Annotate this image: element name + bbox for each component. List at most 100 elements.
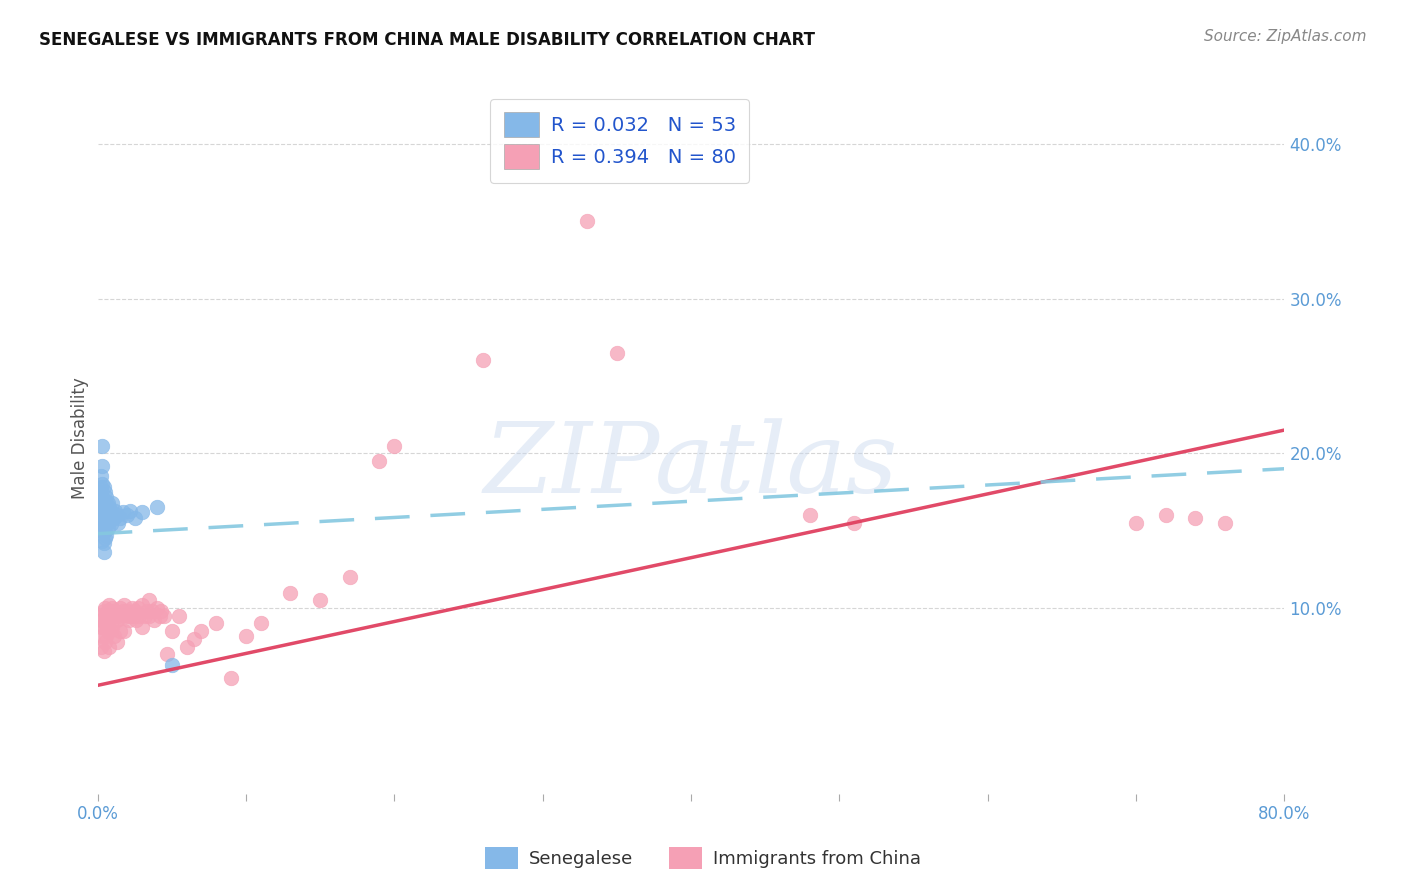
Point (97, 624, 120, 639)
Point (93, 545, 115, 559)
Point (107, 516, 129, 530)
Point (96, 608, 118, 623)
Point (96, 629, 118, 643)
Point (94, 616, 117, 631)
Point (101, 601, 124, 615)
Point (98, 514, 121, 528)
Point (96, 516, 118, 530)
Point (124, 604, 146, 618)
Point (94, 601, 117, 615)
Point (249, 616, 271, 631)
Point (120, 503, 142, 517)
Point (107, 608, 129, 623)
Point (97, 496, 120, 510)
Point (122, 608, 145, 623)
Point (90, 492, 112, 507)
Point (112, 598, 135, 612)
Point (125, 613, 148, 627)
Point (131, 619, 153, 633)
Point (118, 613, 141, 627)
Point (91, 613, 114, 627)
Point (1213, 516, 1236, 530)
Point (91, 524, 114, 538)
Point (1154, 508, 1177, 523)
Point (382, 438, 405, 452)
Point (93, 514, 115, 528)
Point (606, 345, 628, 359)
Point (93, 480, 115, 494)
Point (98, 598, 121, 612)
Point (93, 619, 115, 633)
Point (114, 608, 136, 623)
Point (96, 528, 118, 542)
Point (134, 608, 156, 623)
Point (97, 520, 120, 534)
Point (117, 604, 139, 618)
Point (94, 532, 117, 546)
Point (93, 536, 115, 550)
Point (111, 604, 134, 618)
Text: Source: ZipAtlas.com: Source: ZipAtlas.com (1204, 29, 1367, 44)
Point (96, 503, 118, 517)
Point (149, 608, 172, 623)
Point (472, 353, 495, 368)
Point (105, 613, 128, 627)
Point (167, 608, 190, 623)
Point (150, 604, 173, 618)
Point (1184, 511, 1206, 525)
Point (98, 613, 121, 627)
Point (90, 619, 112, 633)
Point (103, 629, 125, 643)
Point (280, 585, 302, 599)
Point (93, 503, 115, 517)
Point (128, 608, 150, 623)
Point (104, 604, 127, 618)
Text: ZIPatlas: ZIPatlas (484, 418, 898, 514)
Point (219, 671, 242, 685)
Point (94, 635, 117, 649)
Point (94, 520, 117, 534)
Point (153, 608, 176, 623)
Point (110, 608, 132, 623)
Point (108, 624, 131, 639)
Point (93, 604, 115, 618)
Point (121, 601, 143, 615)
Point (96, 490, 118, 504)
Point (101, 496, 124, 510)
Point (91, 629, 114, 643)
Point (160, 658, 183, 673)
Point (156, 648, 179, 662)
Y-axis label: Male Disability: Male Disability (72, 377, 89, 499)
Point (87, 500, 110, 515)
Point (90, 516, 112, 530)
Point (90, 505, 112, 519)
Point (105, 508, 128, 523)
Point (100, 623, 122, 637)
Point (112, 624, 135, 639)
Point (93, 492, 115, 507)
Point (160, 624, 183, 639)
Point (90, 469, 112, 483)
Point (131, 505, 153, 519)
Point (799, 508, 821, 523)
Point (105, 635, 128, 649)
Point (87, 485, 110, 500)
Point (120, 608, 142, 623)
Point (138, 593, 160, 607)
Point (100, 604, 122, 618)
Point (91, 477, 114, 491)
Point (98, 640, 121, 654)
Point (101, 508, 124, 523)
Point (142, 613, 165, 627)
Point (205, 616, 228, 631)
Point (100, 517, 122, 532)
Point (100, 505, 122, 519)
Legend: R = 0.032   N = 53, R = 0.394   N = 80: R = 0.032 N = 53, R = 0.394 N = 80 (491, 99, 749, 183)
Point (91, 500, 114, 515)
Point (108, 511, 131, 525)
Point (146, 601, 169, 615)
Point (576, 214, 599, 228)
Point (98, 500, 121, 515)
Point (93, 644, 115, 658)
Point (90, 640, 112, 654)
